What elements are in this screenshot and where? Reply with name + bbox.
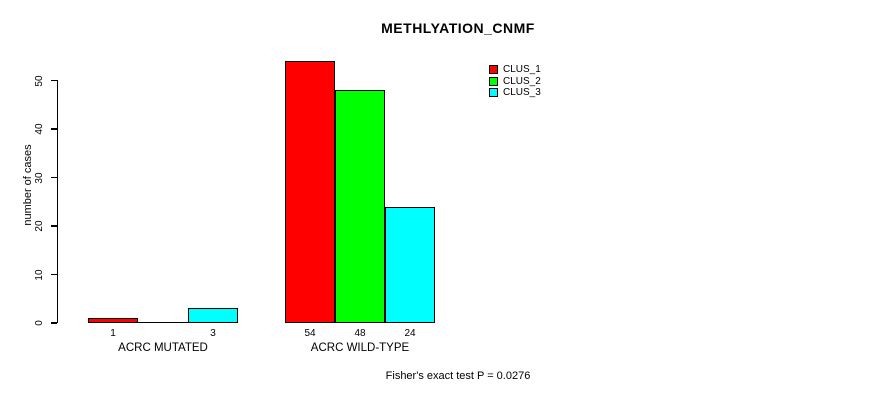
group-label: ACRC MUTATED xyxy=(118,342,208,354)
y-tick xyxy=(51,128,57,130)
y-tick xyxy=(51,176,57,179)
legend-item: CLUS_2 xyxy=(489,76,541,87)
y-tick-label: 30 xyxy=(34,171,45,184)
bar-value-label: 54 xyxy=(304,328,316,339)
legend: CLUS_1 CLUS_2 CLUS_3 xyxy=(489,64,541,99)
legend-swatch-icon xyxy=(489,65,498,74)
bar-clus_2 xyxy=(335,90,385,323)
bar-clus_2 xyxy=(138,321,188,323)
legend-label: CLUS_2 xyxy=(503,75,541,87)
y-axis-label: number of cases xyxy=(22,144,34,226)
chart-title: METHLYATION_CNMF xyxy=(381,20,535,36)
y-tick xyxy=(51,322,57,324)
legend-swatch-icon xyxy=(489,76,498,86)
y-tick-label: 50 xyxy=(34,74,45,87)
bar-clus_3 xyxy=(188,308,238,323)
y-tick xyxy=(51,225,57,227)
bar-clus_1 xyxy=(88,318,138,323)
legend-label: CLUS_1 xyxy=(503,64,541,75)
y-axis-line xyxy=(56,80,58,323)
y-tick-label: 40 xyxy=(34,123,45,135)
bar-value-label: 24 xyxy=(404,328,416,339)
group-label: ACRC WILD-TYPE xyxy=(310,342,410,354)
stat-annotation: Fisher's exact test P = 0.0276 xyxy=(385,370,531,382)
bar-value-label: 48 xyxy=(354,328,366,339)
bar-clus_3 xyxy=(385,207,435,323)
y-tick xyxy=(51,79,57,82)
legend-swatch-icon xyxy=(489,88,498,97)
legend-item: CLUS_1 xyxy=(489,64,541,75)
y-tick-label: 0 xyxy=(34,320,45,326)
y-tick-label: 20 xyxy=(34,220,45,232)
bar-clus_1 xyxy=(285,61,335,323)
y-tick xyxy=(51,273,57,276)
bar-value-label: 3 xyxy=(210,328,216,339)
legend-label: CLUS_3 xyxy=(503,87,541,98)
legend-item: CLUS_3 xyxy=(489,87,541,98)
y-tick-label: 10 xyxy=(34,268,45,281)
bar-value-label: 1 xyxy=(110,328,116,339)
